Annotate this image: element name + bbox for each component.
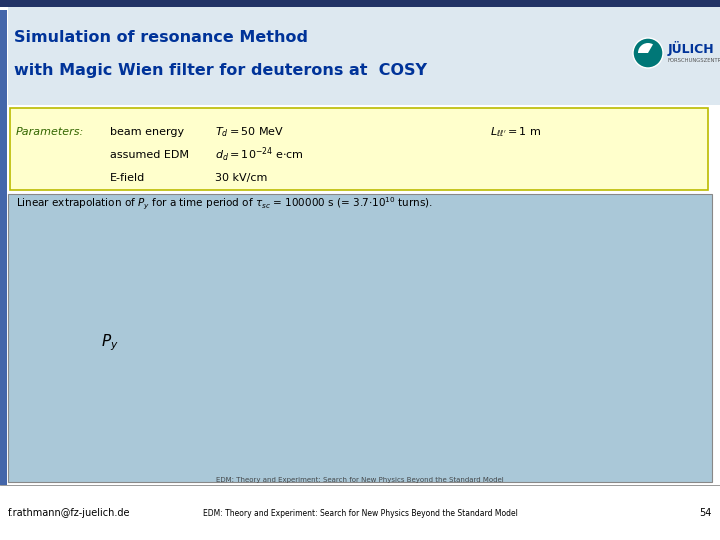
Text: FORSCHUNGSZENTRUM: FORSCHUNGSZENTRUM [668, 57, 720, 63]
Bar [8, 194, 712, 482]
Text: $d_d = 10^{-24}$ e$\cdot$cm: $d_d = 10^{-24}$ e$\cdot$cm [215, 146, 304, 164]
Circle shape [633, 38, 663, 68]
Bar [0, 0, 720, 7]
Text: Simulation of resonance Method: Simulation of resonance Method [14, 30, 308, 45]
Bar [0, 10, 7, 485]
Text: $T_d = 50$ MeV: $T_d = 50$ MeV [215, 125, 284, 139]
Text: EDM: Theory and Experiment: Search for New Physics Beyond the Standard Model: EDM: Theory and Experiment: Search for N… [216, 477, 504, 483]
FancyBboxPatch shape [10, 108, 708, 190]
Bar [8, 5, 720, 105]
Text: assumed EDM: assumed EDM [110, 150, 189, 160]
Text: E-field: E-field [110, 173, 145, 183]
Text: beam energy: beam energy [110, 127, 184, 137]
Text: 30 kV/cm: 30 kV/cm [215, 173, 267, 183]
Wedge shape [638, 43, 653, 53]
Text: JÜLICH: JÜLICH [668, 40, 715, 56]
Text: 54: 54 [700, 508, 712, 518]
X-axis label: turn number: turn number [342, 491, 417, 504]
Text: Parameters:: Parameters: [16, 127, 84, 137]
Text: Linear extrapolation of $P_y$ for a time period of $\tau_{sc}$ = 100000 s (= 3.7: Linear extrapolation of $P_y$ for a time… [16, 196, 433, 212]
Text: $P_y$: $P_y$ [102, 333, 119, 353]
Bar [0, 486, 720, 540]
Text: $L_{\ell\ell'} = 1$ m: $L_{\ell\ell'} = 1$ m [490, 125, 541, 139]
Text: EDM: Theory and Experiment: Search for New Physics Beyond the Standard Model: EDM: Theory and Experiment: Search for N… [202, 509, 518, 517]
Text: EDM effect accumulates in $P_y$: EDM effect accumulates in $P_y$ [321, 400, 487, 416]
Text: with Magic Wien filter for deuterons at  COSY: with Magic Wien filter for deuterons at … [14, 64, 427, 78]
Text: f.rathmann@fz-juelich.de: f.rathmann@fz-juelich.de [8, 508, 130, 518]
